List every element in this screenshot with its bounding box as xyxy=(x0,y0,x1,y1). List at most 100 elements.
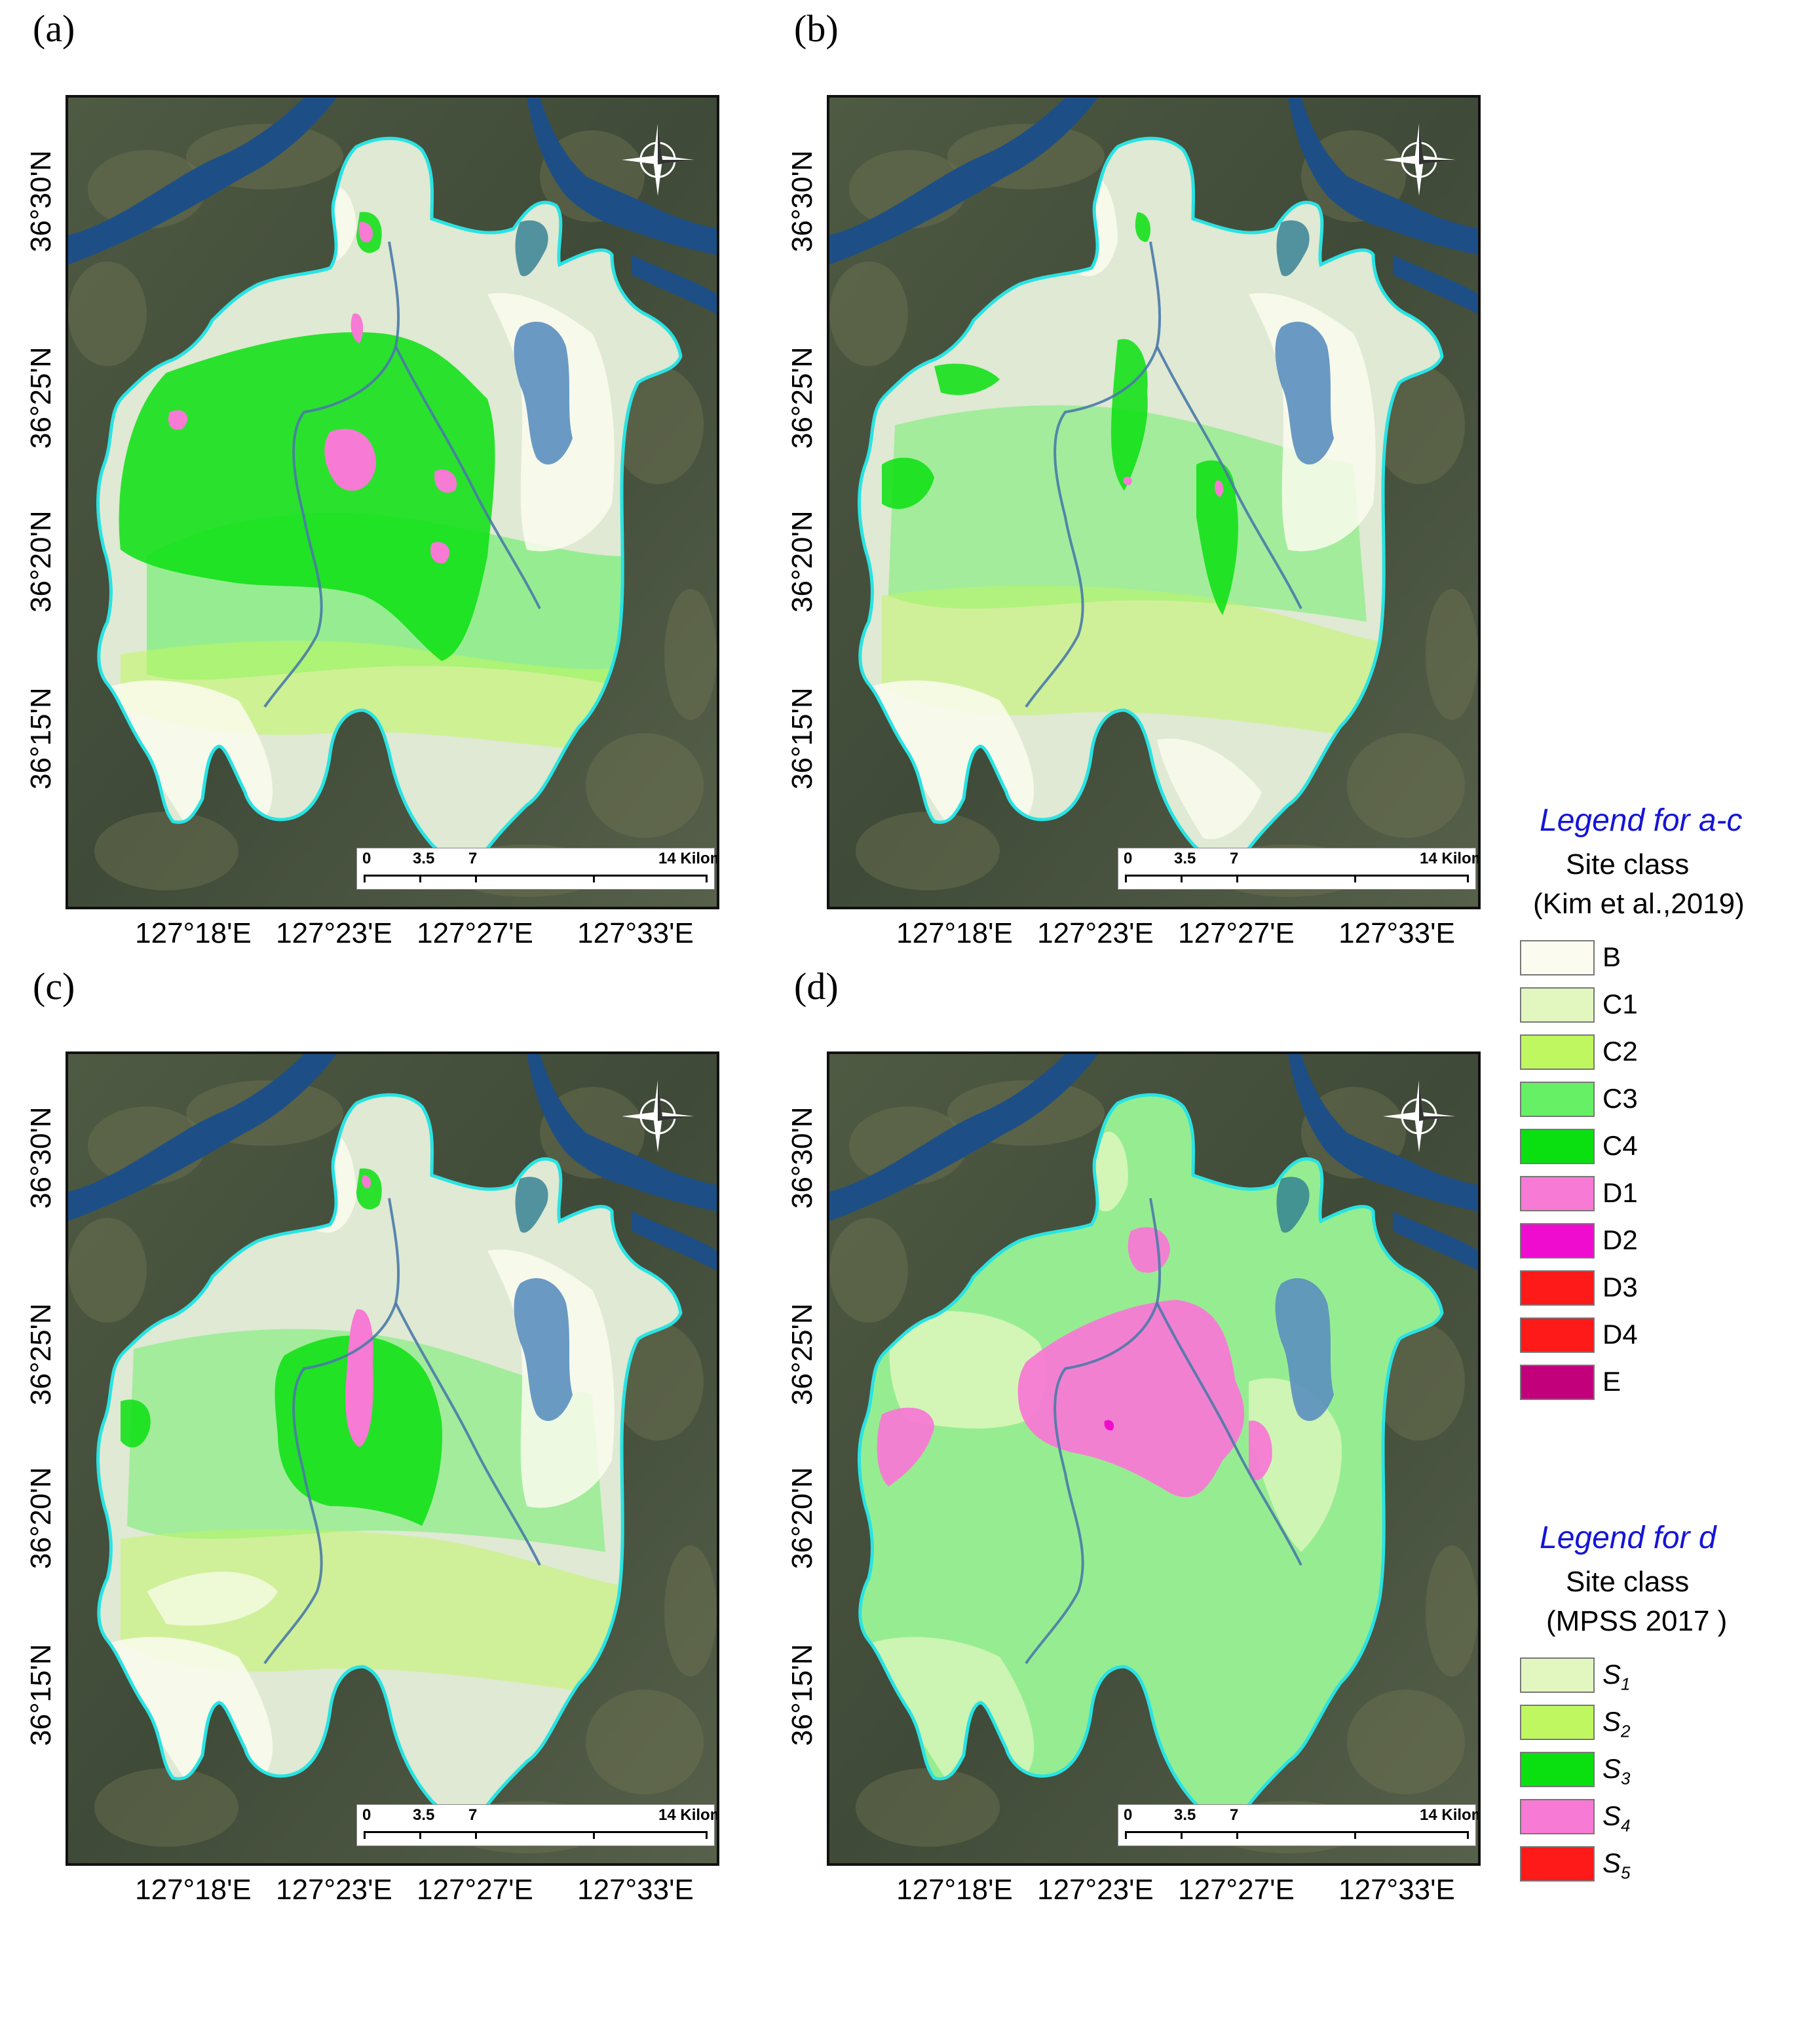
scale-bar-tick xyxy=(706,875,708,882)
scale-bar-tick xyxy=(1236,875,1238,882)
scale-bar-line xyxy=(1125,875,1469,877)
map-panel-a: 0 3.5 7 14 Kilometers xyxy=(66,95,719,909)
site-class-zone xyxy=(362,1175,371,1188)
latitude-label: 36°20'N xyxy=(25,1467,57,1569)
legend-label-sub: 4 xyxy=(1621,1815,1631,1836)
region-boundary xyxy=(858,136,1444,864)
latitude-label: 36°30'N xyxy=(25,150,57,252)
site-class-zone xyxy=(934,364,1000,395)
scale-bar-label: 7 xyxy=(1230,850,1239,867)
terrain-patch xyxy=(1426,589,1478,720)
river-line xyxy=(1156,1302,1302,1566)
longitude-label: 127°27'E xyxy=(417,917,533,949)
site-class-zone xyxy=(882,457,934,509)
scale-bar: 0 3.5 7 14 Kilometers xyxy=(356,848,717,890)
legend-swatch xyxy=(1520,1317,1595,1353)
legend-item: D4 xyxy=(1520,1317,1716,1353)
longitude-label: 127°23'E xyxy=(276,917,392,949)
legend-swatch xyxy=(1520,1270,1595,1306)
legend-swatch xyxy=(1520,987,1595,1023)
site-class-zone xyxy=(1157,738,1262,839)
site-class-zone xyxy=(430,542,450,563)
region-boundary xyxy=(96,136,683,864)
scale-bar-tick xyxy=(1125,1831,1127,1839)
latitude-label: 36°25'N xyxy=(786,347,818,449)
longitude-label: 127°23'E xyxy=(1037,917,1154,949)
scale-bar-label: 0 xyxy=(1124,1806,1133,1824)
lake xyxy=(1275,1278,1334,1421)
map-panel-d: 0 3.5 7 14 Kilometers xyxy=(827,1051,1481,1866)
scale-bar-line xyxy=(1125,1831,1469,1833)
legend-subtitle: (Kim et al.,2019) xyxy=(1533,888,1745,920)
legend-label: D3 xyxy=(1602,1272,1638,1302)
legend-swatch xyxy=(1520,1082,1595,1117)
longitude-label: 127°18'E xyxy=(135,917,252,949)
longitude-label: 127°18'E xyxy=(896,1874,1013,1906)
river-line xyxy=(1025,241,1162,708)
terrain-patch xyxy=(94,812,238,890)
site-class-zone xyxy=(324,428,376,491)
scale-bar: 0 3.5 7 14 Kilometers xyxy=(1118,848,1478,890)
legend-label: C1 xyxy=(1602,989,1638,1019)
legend-item: C3 xyxy=(1520,1082,1716,1117)
site-class-zone xyxy=(1123,476,1132,485)
legend-label-main: S xyxy=(1602,1847,1621,1878)
map-canvas xyxy=(829,1054,1478,1863)
legend-swatch xyxy=(1520,1223,1595,1259)
scale-bar-tick xyxy=(364,875,366,882)
river xyxy=(68,1054,337,1221)
legend-label-main: S xyxy=(1602,1706,1621,1737)
site-class-zone xyxy=(1215,480,1224,497)
latitude-label: 36°15'N xyxy=(25,1644,57,1746)
lake xyxy=(1275,321,1334,464)
legend-label-sub: 2 xyxy=(1621,1721,1631,1741)
lake xyxy=(515,1177,548,1233)
legend-swatch xyxy=(1520,1846,1595,1882)
latitude-label: 36°30'N xyxy=(786,150,818,252)
legend-item: D1 xyxy=(1520,1176,1716,1211)
site-class-zone xyxy=(351,313,364,343)
site-class-zone xyxy=(1017,1300,1245,1498)
legend-label: B xyxy=(1602,941,1621,972)
terrain-patch xyxy=(94,1768,238,1847)
terrain-patch xyxy=(68,1218,147,1323)
terrain-patch xyxy=(664,1545,717,1676)
legend-item: S2 xyxy=(1520,1705,1716,1741)
region-boundary xyxy=(96,1093,683,1821)
scale-bar-tick xyxy=(1354,1831,1356,1839)
scale-bar-label: 0 xyxy=(362,1806,371,1824)
longitude-label: 127°23'E xyxy=(1037,1874,1154,1906)
terrain-patch xyxy=(856,1768,1000,1847)
scale-bar-tick xyxy=(593,875,595,882)
legend-item: C2 xyxy=(1520,1034,1716,1070)
latitude-label: 36°25'N xyxy=(25,347,57,449)
terrain-patch xyxy=(1373,1323,1465,1441)
river xyxy=(1288,1054,1478,1211)
scale-bar: 0 3.5 7 14 Kilometers xyxy=(356,1804,717,1846)
site-class-zone xyxy=(121,1529,618,1696)
legend-label: S4 xyxy=(1602,1799,1630,1842)
legend-item: C1 xyxy=(1520,987,1716,1023)
longitude-label: 127°33'E xyxy=(577,1874,694,1906)
river xyxy=(829,98,1098,265)
site-class-zone xyxy=(119,332,495,661)
latitude-label: 36°15'N xyxy=(786,1644,818,1746)
legend-swatch xyxy=(1520,1752,1595,1787)
scale-bar-line xyxy=(364,1831,708,1833)
map-panel-b: 0 3.5 7 14 Kilometers xyxy=(827,95,1481,909)
latitude-label: 36°15'N xyxy=(786,687,818,789)
legend-item: S4 xyxy=(1520,1799,1716,1835)
legend-label: C3 xyxy=(1602,1083,1638,1114)
legend-item: D2 xyxy=(1520,1223,1716,1259)
latitude-label: 36°20'N xyxy=(786,1467,818,1569)
map-canvas xyxy=(829,98,1478,907)
site-class-zone xyxy=(877,1407,934,1486)
scale-bar-tick xyxy=(364,1831,366,1839)
scale-bar-tick xyxy=(1354,875,1356,882)
terrain-patch xyxy=(829,1218,908,1323)
site-class-zone xyxy=(168,410,188,430)
north-arrow-icon xyxy=(1383,124,1455,196)
legend-item: B xyxy=(1520,940,1716,975)
site-class-zone xyxy=(1135,212,1150,242)
legend-swatch xyxy=(1520,1034,1595,1070)
